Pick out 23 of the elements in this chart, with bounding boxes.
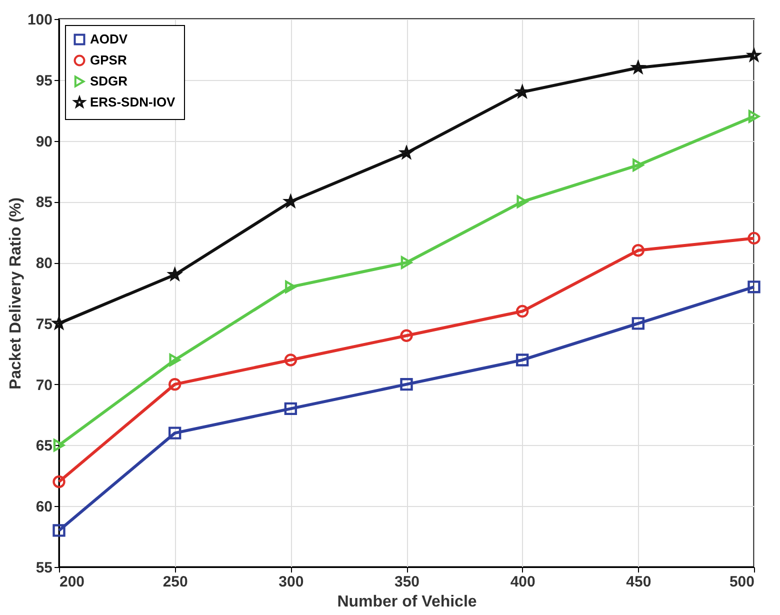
x-tick-label: 250 xyxy=(162,574,188,590)
x-tick-label: 350 xyxy=(394,574,420,590)
x-tick-label: 500 xyxy=(729,574,754,590)
y-tick-label: 55 xyxy=(36,560,52,576)
y-axis-title: Packet Delivery Ratio (%) xyxy=(7,197,24,390)
x-axis-title: Number of Vehicle xyxy=(337,594,477,610)
legend-label: SDGR xyxy=(90,74,128,88)
y-tick-label: 80 xyxy=(36,255,52,272)
y-tick-label: 65 xyxy=(36,438,52,455)
y-tick-label: 85 xyxy=(36,194,52,212)
y-tick-label: 95 xyxy=(36,72,52,90)
x-tick-label: 450 xyxy=(626,574,652,590)
y-tick-label: 60 xyxy=(36,498,52,516)
legend-label: GPSR xyxy=(90,52,128,68)
y-tick-label: 100 xyxy=(27,12,52,28)
y-tick-label: 90 xyxy=(36,133,52,150)
y-tick-label: 75 xyxy=(36,316,52,333)
legend-label: AODV xyxy=(90,32,128,46)
x-tick-label: 400 xyxy=(510,574,536,590)
x-tick-label: 300 xyxy=(278,574,304,590)
legend-label: ERS-SDN-IOV xyxy=(90,94,176,110)
x-tick-label: 200 xyxy=(60,574,85,590)
y-tick-label: 70 xyxy=(36,376,52,394)
